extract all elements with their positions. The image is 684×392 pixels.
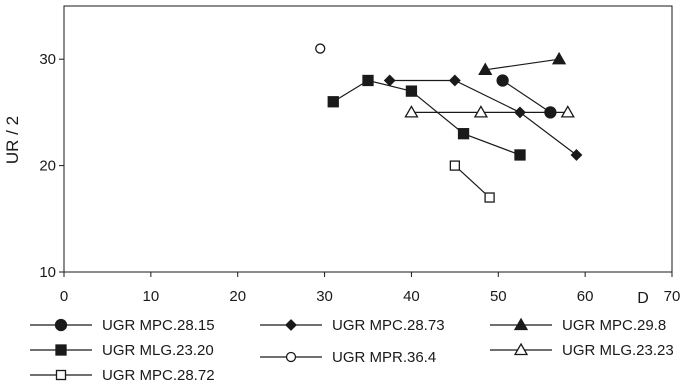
data-point bbox=[315, 43, 326, 54]
legend-marker bbox=[55, 344, 67, 356]
legend-item: UGR MPC.29.8 bbox=[490, 317, 666, 334]
legend-marker bbox=[513, 342, 529, 356]
y-tick-label: 20 bbox=[39, 158, 56, 175]
x-tick-label: 20 bbox=[229, 288, 246, 305]
x-tick-label: 0 bbox=[60, 288, 68, 305]
legend-item: UGR MPC.28.73 bbox=[260, 317, 445, 334]
legend-label: UGR MLG.23.20 bbox=[102, 342, 214, 359]
series-line bbox=[485, 58, 560, 71]
y-tick-label: 30 bbox=[39, 51, 56, 68]
series bbox=[478, 51, 567, 75]
legend-marker bbox=[285, 351, 297, 363]
series bbox=[327, 74, 526, 161]
x-tick-label: 60 bbox=[577, 288, 594, 305]
x-tick-label: 70 bbox=[664, 288, 681, 305]
legend-item: UGR MPR.36.4 bbox=[260, 349, 436, 366]
legend-label: UGR MPC.28.73 bbox=[332, 317, 445, 334]
series-line bbox=[454, 165, 491, 198]
x-tick-label: 30 bbox=[316, 288, 333, 305]
legend-label: UGR MPC.28.72 bbox=[102, 367, 215, 384]
legend-label: UGR MPC.29.8 bbox=[562, 317, 666, 334]
data-point bbox=[362, 74, 374, 87]
data-point bbox=[404, 105, 419, 118]
series bbox=[315, 43, 326, 54]
series bbox=[449, 160, 495, 203]
data-point bbox=[496, 74, 509, 87]
y-tick-label: 10 bbox=[39, 264, 56, 281]
legend-marker bbox=[285, 319, 297, 331]
series bbox=[496, 74, 557, 119]
data-point bbox=[457, 128, 470, 140]
x-tick-label: 10 bbox=[143, 288, 160, 305]
series-line bbox=[389, 79, 577, 156]
series-line bbox=[502, 79, 551, 113]
legend-marker bbox=[54, 318, 68, 332]
series-group bbox=[315, 43, 583, 203]
data-point bbox=[514, 149, 526, 161]
data-point bbox=[570, 149, 583, 161]
data-point bbox=[473, 105, 489, 118]
data-point bbox=[560, 105, 575, 118]
legend-label: UGR MPR.36.4 bbox=[332, 349, 436, 366]
legend-item: UGR MLG.23.23 bbox=[490, 342, 674, 359]
legend-label: UGR MPC.28.15 bbox=[102, 317, 215, 334]
data-point bbox=[327, 96, 339, 108]
data-point bbox=[405, 85, 418, 97]
data-point bbox=[551, 51, 567, 65]
data-point bbox=[484, 192, 495, 203]
legend-label: UGR MLG.23.23 bbox=[562, 342, 674, 359]
legend-item: UGR MPC.28.15 bbox=[30, 317, 215, 334]
y-axis-title: UR / 2 bbox=[3, 116, 22, 164]
legend-marker bbox=[513, 317, 529, 331]
legend-item: UGR MPC.28.72 bbox=[30, 367, 215, 384]
x-tick-label: 50 bbox=[490, 288, 507, 305]
legend-item: UGR MLG.23.20 bbox=[30, 342, 214, 359]
data-point bbox=[383, 74, 396, 87]
legend: UGR MPC.28.15 UGR MPC.28.73 UGR MPC.29.8 UG… bbox=[30, 317, 674, 384]
legend-marker bbox=[55, 369, 67, 381]
x-axis-title: D bbox=[637, 290, 649, 307]
series-line bbox=[332, 79, 521, 156]
data-point bbox=[449, 160, 461, 171]
data-point bbox=[478, 62, 493, 75]
series bbox=[404, 105, 575, 118]
data-point bbox=[448, 74, 461, 87]
plot-frame bbox=[63, 5, 673, 273]
x-tick-label: 40 bbox=[403, 288, 420, 305]
